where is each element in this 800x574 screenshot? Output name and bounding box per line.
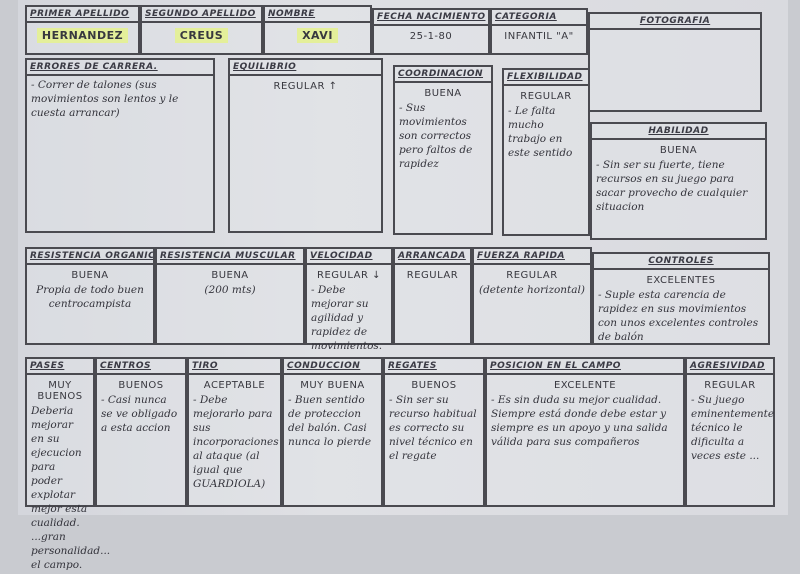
field-segundo-apellido: Segundo apellido CREUS: [140, 5, 263, 55]
section-controles: Controles EXCELENTES - Suple esta carencia…: [592, 252, 770, 345]
scouting-form: Primer apellido HERNANDEZ Segundo apellido…: [18, 0, 788, 571]
section-velocidad: Velocidad REGULAR ↓ - Debe mejorar su agil…: [305, 247, 393, 352]
section-rating: ACEPTABLE: [203, 380, 266, 391]
section-regates: Regates BUENOS - Sin ser su recurso habitu…: [383, 357, 485, 507]
section-label: Equilibrio: [230, 60, 381, 76]
section-label: Flexibilidad: [504, 70, 588, 86]
section-resistencia-muscular: Resistencia muscular BUENA (200 mts): [155, 247, 305, 345]
section-label: Resistencia muscular: [157, 249, 303, 265]
section-rating: REGULAR ↓: [317, 270, 381, 281]
field-primer-apellido: Primer apellido HERNANDEZ: [25, 5, 140, 55]
section-note: Deberia mejorar en su ejecucion para pod…: [31, 405, 111, 571]
section-label: Conduccion: [284, 359, 381, 375]
field-nombre: Nombre XAVI: [263, 5, 372, 55]
section-agresividad: Agresividad REGULAR - Su juego eminentemen…: [685, 357, 775, 507]
section-note: - Correr de talones (sus movimientos son…: [31, 79, 179, 119]
section-note: - Sin ser su recurso habitual es correct…: [389, 394, 477, 462]
section-rating: REGULAR: [406, 270, 459, 281]
section-label: Resistencia organica: [27, 249, 153, 265]
section-posicion-en-el-campo: Posicion en el campo EXCELENTE - Es sin du…: [485, 357, 685, 507]
field-value: CREUS: [174, 28, 229, 43]
field-value-wrap: HERNANDEZ: [27, 23, 138, 43]
section-errores-de-carrera: Errores de carrera. - Correr de talones (…: [25, 58, 215, 233]
section-rating: REGULAR: [520, 91, 572, 102]
section-label: Habilidad: [592, 124, 765, 140]
field-label: Fotografia: [590, 14, 760, 30]
section-label: Centros: [97, 359, 185, 375]
section-equilibrio: Equilibrio REGULAR ↑: [228, 58, 383, 233]
field-value-wrap: 25-1-80: [374, 31, 488, 42]
section-rating: MUY BUENOS: [37, 380, 83, 402]
section-note: Propia de todo buen centrocampista: [36, 284, 144, 310]
section-note: - Sin ser su fuerte, tiene recursos en s…: [596, 159, 748, 213]
section-label: Arrancada: [395, 249, 470, 265]
section-fuerza-rapida: Fuerza rapida REGULAR (detente horizontal): [472, 247, 592, 345]
field-value-wrap: CREUS: [142, 23, 261, 43]
field-categoria: Categoria INFANTIL "A": [490, 8, 588, 55]
section-note: - Casi nunca se ve obligado a esta accio…: [101, 394, 178, 434]
section-note: - Suple esta carencia de rapidez en sus …: [598, 289, 759, 343]
section-tiro: Tiro ACEPTABLE - Debe mejorarlo para sus i…: [187, 357, 282, 507]
field-label: Segundo apellido: [142, 7, 261, 23]
section-label: Agresividad: [687, 359, 773, 375]
section-note: - Sus movimientos son correctos pero fal…: [399, 102, 473, 170]
section-note: (detente horizontal): [478, 284, 585, 296]
section-resistencia-organica: Resistencia organica BUENA Propia de todo …: [25, 247, 155, 345]
section-pases: Pases MUY BUENOS Deberia mejorar en su eje…: [25, 357, 110, 571]
section-rating: BUENA: [71, 270, 109, 281]
field-value-wrap: INFANTIL "A": [492, 31, 586, 42]
section-rating: BUENA: [659, 145, 698, 156]
field-value: INFANTIL "A": [504, 31, 574, 42]
section-note: - Debe mejorarlo para sus incorporacione…: [193, 394, 279, 490]
section-label: Pases: [27, 359, 93, 375]
section-rating: REGULAR ↑: [273, 81, 338, 92]
field-label: Categoria: [492, 10, 586, 26]
section-habilidad: Habilidad BUENA - Sin ser su fuerte, tiene…: [590, 122, 767, 240]
section-note: - Su juego eminentemente técnico le difi…: [691, 394, 775, 462]
section-label: Regates: [385, 359, 483, 375]
section-conduccion: Conduccion MUY BUENA - Buen sentido de pro…: [282, 357, 383, 507]
section-note: - Buen sentido de proteccion del balón. …: [288, 394, 372, 448]
section-rating: REGULAR: [506, 270, 558, 281]
field-label: Fecha nacimiento: [374, 10, 488, 26]
section-label: Errores de carrera.: [27, 60, 213, 76]
section-coordinacion: Coordinacion BUENA - Sus movimientos son c…: [393, 65, 493, 235]
section-note: - Debe mejorar su agilidad y rapidez de …: [311, 284, 383, 352]
section-rating: EXCELENTE: [553, 380, 617, 391]
field-label: Nombre: [265, 7, 370, 23]
section-rating: MUY BUENA: [300, 380, 365, 391]
field-value: XAVI: [297, 28, 338, 43]
section-flexibilidad: Flexibilidad REGULAR - Le falta mucho trab…: [502, 68, 590, 236]
section-centros: Centros BUENOS - Casi nunca se ve obligado…: [95, 357, 187, 507]
section-rating: BUENOS: [118, 380, 164, 391]
section-note: - Es sin duda su mejor cualidad. Siempre…: [491, 394, 668, 448]
section-label: Controles: [594, 254, 768, 270]
section-label: Posicion en el campo: [487, 359, 683, 375]
field-fotografia: Fotografia: [588, 12, 762, 112]
section-rating: BUENA: [424, 88, 462, 99]
section-arrancada: Arrancada REGULAR: [393, 247, 472, 345]
section-label: Fuerza rapida: [474, 249, 590, 265]
section-note: (200 mts): [204, 284, 256, 296]
field-value: HERNANDEZ: [36, 28, 129, 43]
field-value: 25-1-80: [409, 31, 453, 42]
field-label: Primer apellido: [27, 7, 138, 23]
section-rating: EXCELENTES: [646, 275, 716, 286]
section-rating: BUENA: [211, 270, 249, 281]
section-note: - Le falta mucho trabajo en este sentido: [508, 105, 573, 159]
section-label: Velocidad: [307, 249, 391, 265]
field-value-wrap: XAVI: [265, 23, 370, 43]
field-fecha-nacimiento: Fecha nacimiento 25-1-80: [372, 8, 490, 55]
section-rating: BUENOS: [411, 380, 457, 391]
section-label: Tiro: [189, 359, 280, 375]
section-label: Coordinacion: [395, 67, 491, 83]
section-rating: REGULAR: [704, 380, 756, 391]
